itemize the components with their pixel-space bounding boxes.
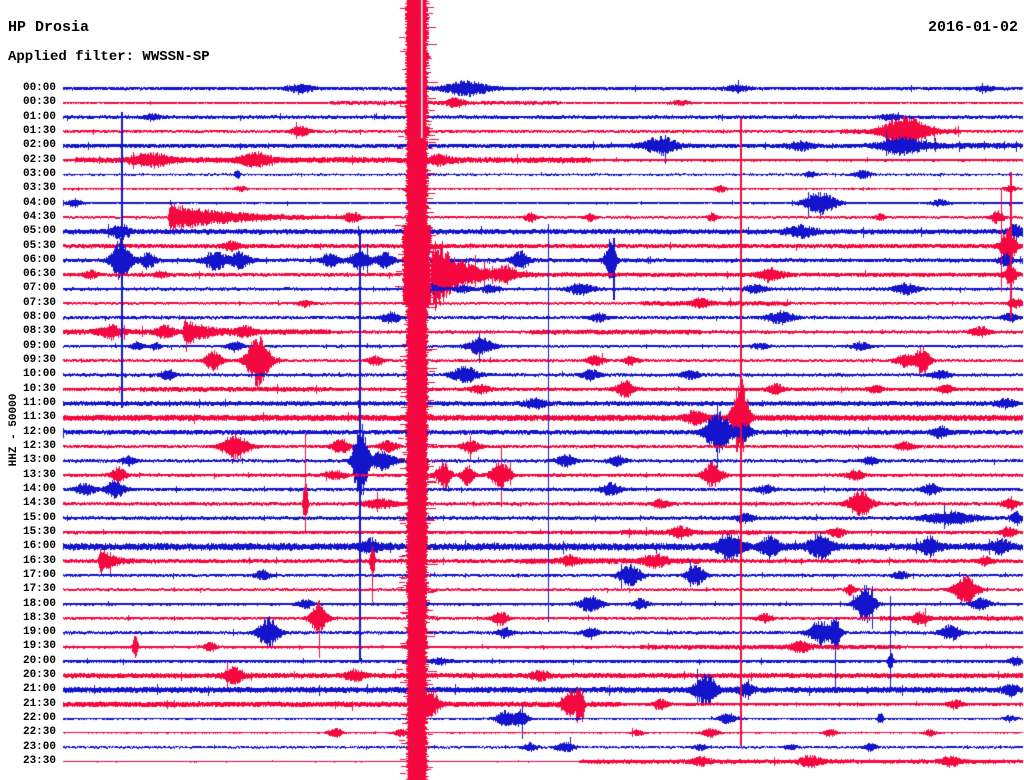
- time-label: 05:00: [22, 225, 56, 238]
- time-label: 15:00: [22, 511, 56, 524]
- time-label: 23:00: [22, 740, 56, 753]
- station-title: HP Drosia: [8, 19, 90, 36]
- time-label: 12:00: [22, 425, 56, 438]
- time-label: 03:00: [22, 167, 56, 180]
- time-label: 15:30: [22, 525, 56, 538]
- time-label: 10:00: [22, 368, 56, 381]
- time-label: 19:30: [22, 640, 56, 653]
- time-label: 03:30: [22, 182, 56, 195]
- time-label: 17:30: [22, 583, 56, 596]
- time-label: 14:30: [22, 497, 56, 510]
- time-label: 14:00: [22, 482, 56, 495]
- time-label: 00:30: [22, 96, 56, 109]
- time-label: 16:30: [22, 554, 56, 567]
- time-label: 01:30: [22, 124, 56, 137]
- time-label: 08:30: [22, 325, 56, 338]
- time-label: 22:00: [22, 712, 56, 725]
- time-label: 13:30: [22, 468, 56, 481]
- filter-label: Applied filter: WWSSN-SP: [8, 49, 210, 65]
- time-label: 07:30: [22, 296, 56, 309]
- time-label: 06:30: [22, 268, 56, 281]
- time-label: 04:30: [22, 210, 56, 223]
- time-label: 20:30: [22, 669, 56, 682]
- time-label: 16:00: [22, 540, 56, 553]
- time-label: 00:00: [22, 82, 56, 94]
- time-label: 12:30: [22, 440, 56, 452]
- time-label: 05:30: [22, 239, 56, 252]
- time-label: 13:00: [22, 454, 56, 467]
- time-label: 09:30: [22, 354, 56, 367]
- time-label: 06:00: [22, 253, 56, 266]
- time-label: 17:00: [22, 568, 56, 581]
- time-label: 09:00: [22, 339, 56, 352]
- time-label: 08:00: [22, 311, 56, 324]
- time-label: 02:30: [22, 153, 56, 166]
- time-label: 01:00: [22, 110, 56, 123]
- time-label: 21:00: [22, 683, 56, 696]
- time-label: 11:00: [22, 397, 56, 410]
- time-label: 19:00: [22, 626, 56, 639]
- time-label: 07:00: [22, 282, 56, 295]
- time-label: 21:30: [22, 697, 56, 710]
- time-label: 22:30: [22, 726, 56, 739]
- time-label: 11:30: [22, 411, 56, 424]
- time-label: 18:00: [22, 597, 56, 610]
- time-label: 18:30: [22, 611, 56, 624]
- time-label: 20:00: [22, 654, 56, 667]
- time-label: 10:30: [22, 382, 56, 395]
- time-label: 04:00: [22, 196, 56, 209]
- date-label: 2016-01-02: [927, 19, 1018, 36]
- time-label: 02:00: [22, 139, 56, 152]
- time-label: 23:30: [22, 755, 56, 768]
